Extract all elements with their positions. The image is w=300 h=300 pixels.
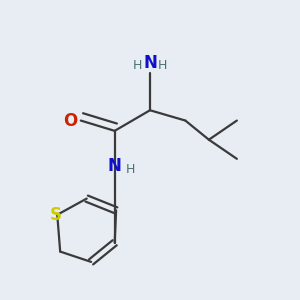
Text: O: O	[64, 112, 78, 130]
Text: H: H	[133, 59, 142, 72]
Text: H: H	[125, 163, 135, 176]
Text: N: N	[108, 157, 122, 175]
Text: S: S	[50, 206, 62, 224]
Text: H: H	[158, 59, 167, 72]
Text: N: N	[143, 54, 157, 72]
